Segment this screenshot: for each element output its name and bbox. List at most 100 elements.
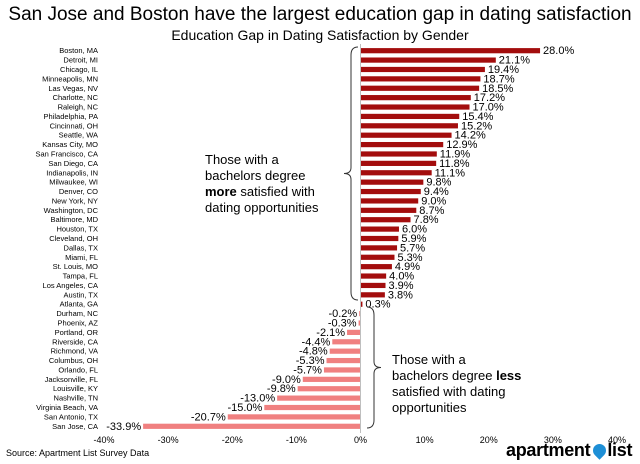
category-label: Louisville, KY bbox=[53, 384, 98, 393]
category-label: Chicago, IL bbox=[60, 65, 98, 74]
annotation-top-line3: satisfied with bbox=[236, 184, 315, 199]
bar bbox=[360, 264, 392, 270]
data-label: 17.2% bbox=[474, 92, 505, 104]
annotation-top-line4: dating opportunities bbox=[205, 200, 319, 215]
data-label: -20.7% bbox=[191, 411, 226, 423]
apartment-list-logo: apartment list bbox=[506, 440, 632, 461]
bar bbox=[277, 395, 361, 401]
bar bbox=[360, 235, 399, 242]
category-label: Phoenix, AZ bbox=[58, 319, 99, 328]
category-label: Seattle, WA bbox=[59, 131, 98, 140]
bar bbox=[323, 367, 361, 373]
data-label: -15.0% bbox=[227, 402, 262, 414]
category-label: San Diego, CA bbox=[48, 159, 98, 168]
category-label: Miami, FL bbox=[65, 253, 98, 262]
category-label: Columbus, OH bbox=[49, 356, 98, 365]
bar bbox=[326, 357, 361, 364]
annotation-bottom-line1: Those with a bbox=[392, 352, 466, 367]
bar bbox=[360, 160, 437, 166]
bar bbox=[360, 226, 399, 232]
bar bbox=[360, 132, 452, 138]
bar bbox=[359, 311, 361, 317]
bar bbox=[360, 113, 460, 120]
data-label: -4.4% bbox=[302, 336, 331, 348]
data-label: 4.9% bbox=[395, 261, 420, 273]
bar bbox=[264, 404, 361, 411]
annotation-bottom-bold: less bbox=[496, 368, 522, 383]
bar bbox=[302, 376, 361, 382]
category-label: New York, NY bbox=[52, 196, 98, 205]
category-label: Orlando, FL bbox=[58, 365, 98, 374]
category-label: Los Angeles, CA bbox=[43, 281, 98, 290]
data-label: 17.0% bbox=[473, 102, 504, 114]
category-label: San Jose, CA bbox=[52, 422, 98, 431]
data-label: 9.4% bbox=[424, 186, 449, 198]
bar bbox=[143, 423, 361, 429]
annotation-top-line2: bachelors degree bbox=[205, 168, 306, 183]
data-label: 28.0% bbox=[543, 45, 574, 57]
category-label: Richmond, VA bbox=[51, 347, 98, 356]
category-label: Minneapolis, MN bbox=[42, 74, 98, 83]
logo-text-left: apartment bbox=[506, 440, 591, 460]
bar bbox=[360, 273, 387, 279]
category-label: Houston, TX bbox=[56, 225, 98, 234]
annotation-bottom-line4: opportunities bbox=[392, 400, 467, 415]
x-tick-label: -40% bbox=[93, 435, 114, 445]
data-label: 12.9% bbox=[446, 139, 477, 151]
category-label: Detroit, MI bbox=[63, 56, 98, 65]
data-label: -5.7% bbox=[293, 364, 322, 376]
data-label: 6.0% bbox=[402, 224, 427, 236]
x-tick-label: -30% bbox=[158, 435, 179, 445]
x-tick-label: -10% bbox=[286, 435, 307, 445]
bar bbox=[360, 104, 470, 110]
category-label: Baltimore, MD bbox=[50, 215, 98, 224]
data-label: 18.7% bbox=[483, 73, 514, 85]
data-label: -5.3% bbox=[296, 355, 325, 367]
category-label: Durham, NC bbox=[56, 309, 98, 318]
category-label: Atlanta, GA bbox=[60, 300, 98, 309]
bar bbox=[360, 301, 363, 307]
data-label: 21.1% bbox=[499, 55, 530, 67]
logo-text-right: list bbox=[607, 440, 633, 460]
category-label: Tampa, FL bbox=[63, 272, 98, 281]
bar bbox=[360, 151, 437, 157]
data-label: 15.4% bbox=[462, 111, 493, 123]
bar bbox=[358, 320, 361, 326]
category-label: Dallas, TX bbox=[64, 243, 98, 252]
bar bbox=[360, 48, 541, 54]
bar bbox=[297, 386, 361, 392]
bar bbox=[360, 198, 419, 204]
category-label: Washington, DC bbox=[44, 206, 99, 215]
data-label: 4.0% bbox=[389, 271, 414, 283]
data-label: 14.2% bbox=[455, 130, 486, 142]
data-label: 9.8% bbox=[426, 177, 451, 189]
category-label: San Antonio, TX bbox=[44, 412, 98, 421]
data-label: 5.7% bbox=[400, 242, 425, 254]
data-label: 8.7% bbox=[419, 205, 444, 217]
bar bbox=[360, 141, 444, 148]
bar bbox=[360, 85, 480, 91]
data-label: 5.3% bbox=[397, 252, 422, 264]
bar bbox=[360, 188, 421, 195]
category-label: Jacksonville, FL bbox=[45, 375, 98, 384]
x-tick-label: 40% bbox=[608, 435, 626, 445]
bar bbox=[360, 76, 481, 82]
category-label: Philadelphia, PA bbox=[44, 112, 98, 121]
annotation-bottom-line2: bachelors degree bbox=[392, 368, 497, 383]
bar bbox=[360, 179, 424, 185]
category-label: Cleveland, OH bbox=[49, 234, 98, 243]
chart-title: San Jose and Boston have the largest edu… bbox=[8, 4, 632, 25]
bar bbox=[360, 245, 398, 251]
data-label: 9.0% bbox=[421, 195, 446, 207]
bar bbox=[360, 66, 485, 73]
brace-positive bbox=[343, 46, 359, 301]
data-label: 3.8% bbox=[388, 289, 413, 301]
category-label: Virginia Beach, VA bbox=[36, 403, 98, 412]
data-label: -9.8% bbox=[267, 383, 296, 395]
category-label: San Francisco, CA bbox=[35, 149, 98, 158]
bar bbox=[360, 207, 417, 213]
data-label: 7.8% bbox=[414, 214, 439, 226]
category-label: Denver, CO bbox=[59, 187, 98, 196]
annotation-bottom-line3: satisfied with dating bbox=[392, 384, 506, 399]
